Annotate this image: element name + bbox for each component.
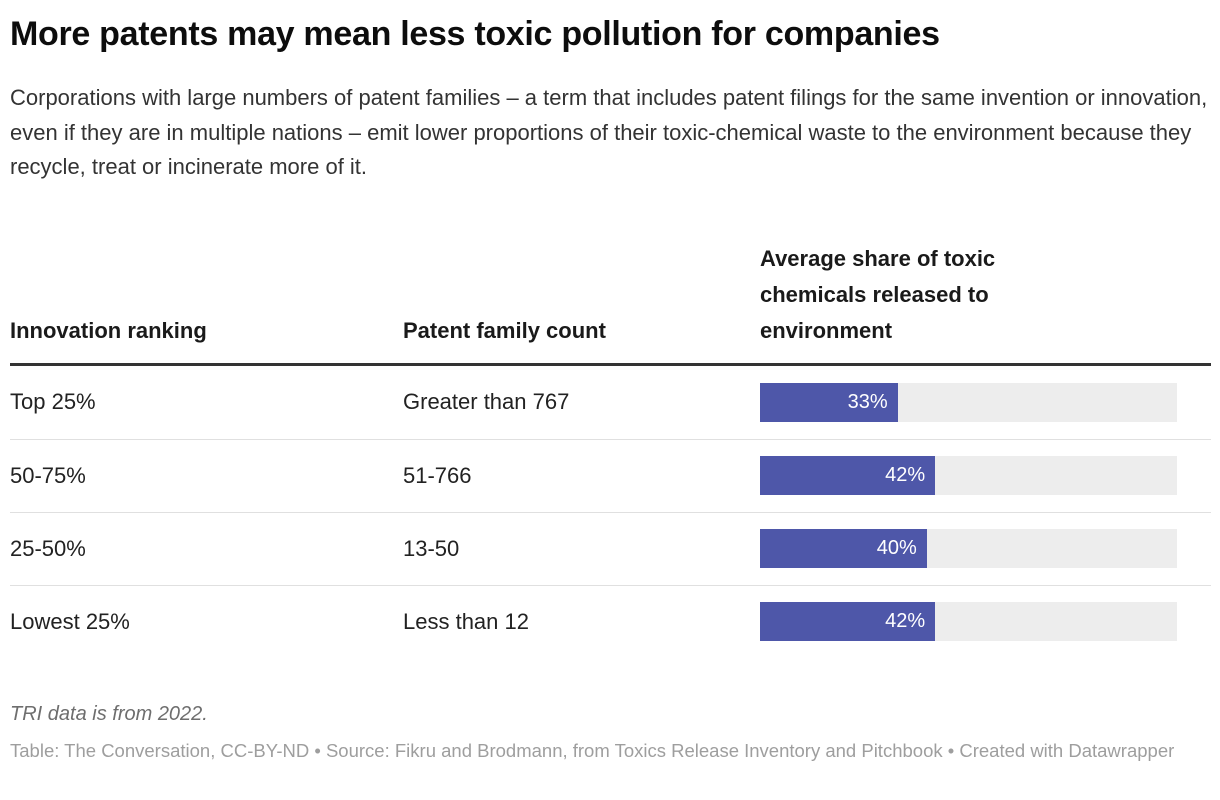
bar-fill: 42% xyxy=(760,602,936,641)
footnote: TRI data is from 2022. xyxy=(10,702,208,725)
column-header-innovation-ranking: Innovation ranking xyxy=(10,317,207,343)
bar-track: 40% xyxy=(760,529,1177,568)
ranking-cell: 50-75% xyxy=(10,462,86,488)
table-header-row: Innovation ranking Patent family count A… xyxy=(10,241,1211,366)
column-header-average-share: Average share of toxic chemicals release… xyxy=(760,245,996,343)
bar-value-label: 42% xyxy=(885,610,926,632)
ranking-cell: Top 25% xyxy=(10,389,96,414)
patent-count-cell: 13-50 xyxy=(403,535,460,561)
patent-count-cell: 51-766 xyxy=(403,462,472,488)
ranking-cell: 25-50% xyxy=(10,535,86,561)
page-title: More patents may mean less toxic polluti… xyxy=(10,15,940,53)
bar-fill: 33% xyxy=(760,382,898,422)
bar-value-label: 33% xyxy=(847,390,888,413)
bar-track: 42% xyxy=(760,456,1177,495)
bar-fill: 40% xyxy=(760,529,927,568)
attribution-line: Table: The Conversation, CC-BY-ND • Sour… xyxy=(10,739,1175,761)
patent-count-cell: Greater than 767 xyxy=(403,389,570,414)
table-row: 50-75% 51-766 42% xyxy=(10,438,1211,512)
bar-value-label: 40% xyxy=(876,537,917,559)
data-table: Innovation ranking Patent family count A… xyxy=(10,241,1211,658)
chart-description: Corporations with large numbers of paten… xyxy=(10,85,1208,179)
table-row: 25-50% 13-50 40% xyxy=(10,511,1211,585)
patent-count-cell: Less than 12 xyxy=(403,608,529,634)
bar-track: 33% xyxy=(760,382,1177,422)
bar-value-label: 42% xyxy=(885,464,926,486)
bar-track: 42% xyxy=(760,602,1177,641)
table-row: Top 25% Greater than 767 33% xyxy=(10,366,1211,439)
table-row: Lowest 25% Less than 12 42% xyxy=(10,584,1211,658)
bar-fill: 42% xyxy=(760,456,936,495)
ranking-cell: Lowest 25% xyxy=(10,608,130,634)
column-header-patent-family-count: Patent family count xyxy=(403,317,606,343)
